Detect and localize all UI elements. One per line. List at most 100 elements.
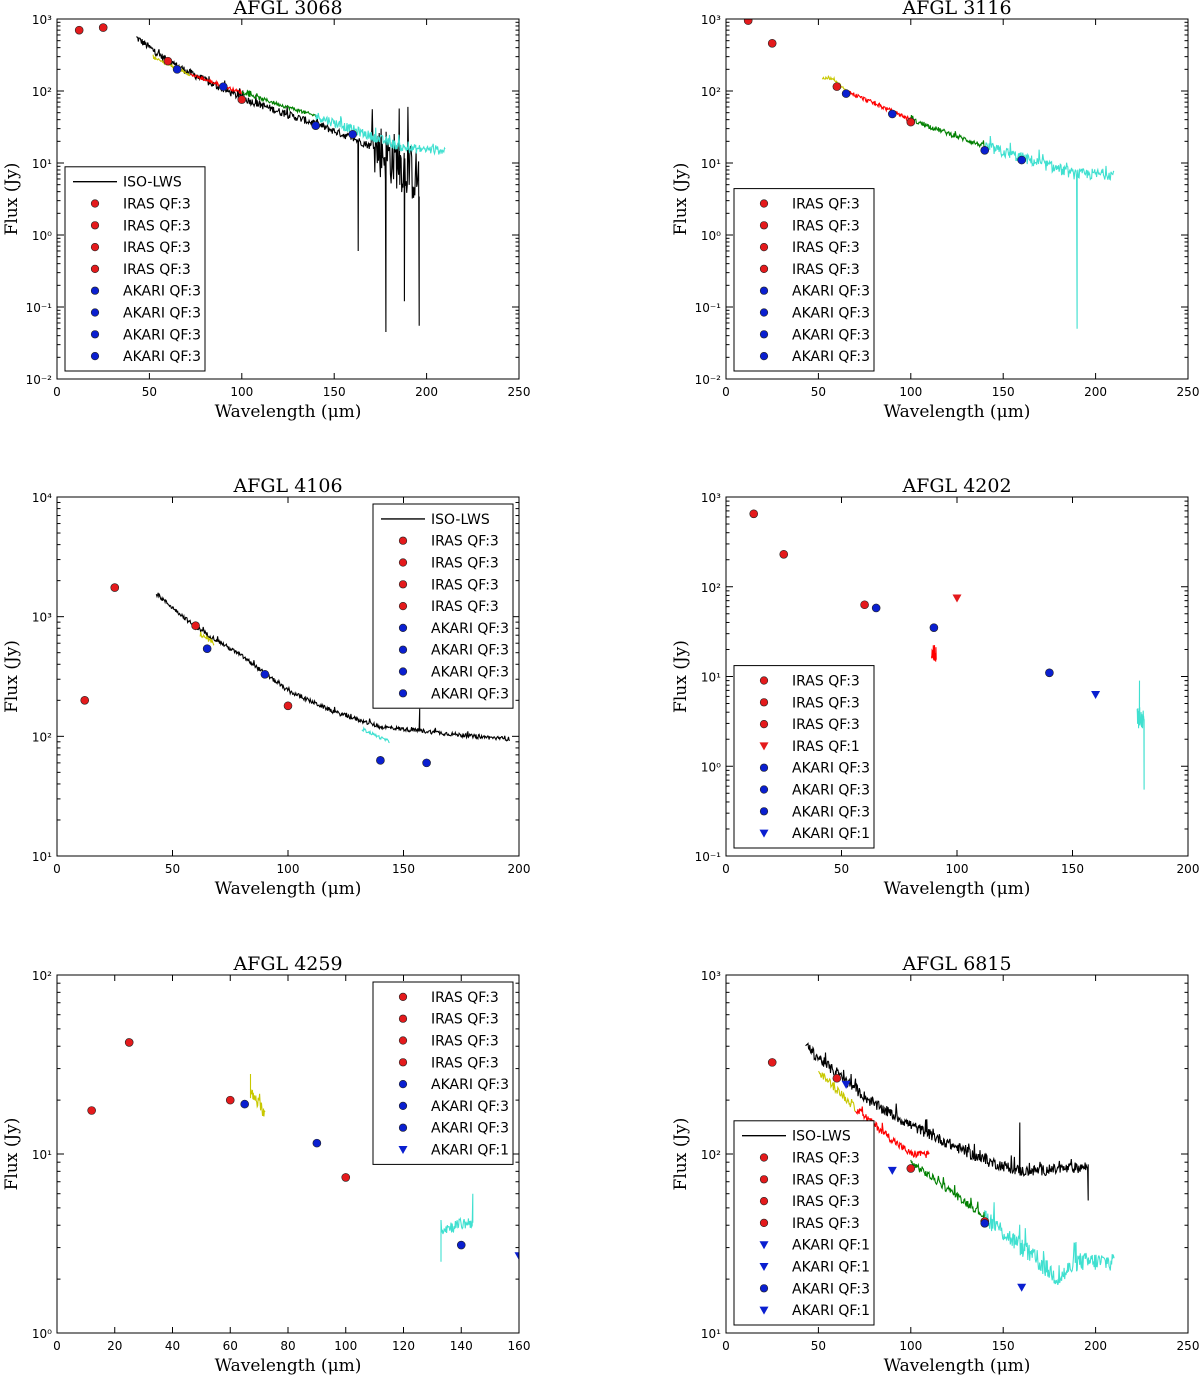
legend-label: AKARI QF:1 <box>792 1260 870 1276</box>
y-tick-label: 10³ <box>32 13 52 27</box>
legend-label: IRAS QF:3 <box>792 262 860 278</box>
x-tick-label: 0 <box>53 385 61 399</box>
photometry-point <box>219 82 228 91</box>
legend-box <box>64 166 206 372</box>
y-tick-label: 10¹ <box>32 850 52 864</box>
x-tick-label: 0 <box>722 862 730 876</box>
y-axis-label: Flux (Jy) <box>2 1118 22 1191</box>
photometry-point <box>779 549 789 559</box>
x-tick-label: 100 <box>334 1339 357 1353</box>
plot-area <box>767 1042 1115 1292</box>
spectrum-line <box>805 1042 1089 1201</box>
legend-swatch <box>398 536 408 545</box>
legend-swatch <box>759 698 769 707</box>
legend-swatch <box>90 330 100 339</box>
spectrum-line <box>315 112 446 156</box>
y-tick-label: 10⁰ <box>32 1327 52 1341</box>
spectrum-line <box>845 89 912 123</box>
legend-label: AKARI QF:1 <box>792 826 870 842</box>
x-tick-label: 250 <box>508 385 531 399</box>
photometry-point <box>1017 1283 1027 1292</box>
legend-label: AKARI QF:3 <box>792 804 870 820</box>
x-tick-label: 50 <box>834 862 849 876</box>
legend-label: AKARI QF:3 <box>431 1121 509 1137</box>
y-tick-label: 10² <box>701 1148 721 1162</box>
x-axis-label: Wavelength (μm) <box>884 879 1031 899</box>
photometry-point <box>871 603 881 613</box>
legend-swatch <box>759 1263 769 1271</box>
x-tick-label: 120 <box>392 1339 415 1353</box>
legend-label: IRAS QF:3 <box>123 262 191 278</box>
legend-swatch <box>398 580 408 589</box>
x-tick-label: 200 <box>1084 1339 1107 1353</box>
y-tick-label: 10⁰ <box>701 760 721 774</box>
legend-label: IRAS QF:3 <box>792 1151 860 1167</box>
spectrum-line <box>440 1193 474 1262</box>
legend-label: AKARI QF:3 <box>431 1077 509 1093</box>
photometry-point <box>743 19 753 25</box>
x-tick-label: 160 <box>508 1339 531 1353</box>
legend-swatch <box>759 1175 769 1184</box>
photometry-point <box>225 1095 235 1105</box>
legend-label: IRAS QF:3 <box>431 990 499 1006</box>
y-tick-label: 10¹ <box>32 157 52 171</box>
legend-swatch <box>759 330 769 339</box>
legend-label: AKARI QF:3 <box>431 643 509 659</box>
legend-swatch <box>759 1284 769 1293</box>
x-tick-label: 50 <box>142 385 157 399</box>
legend-swatch <box>398 1014 408 1023</box>
spectrum-line <box>910 115 986 149</box>
y-tick-label: 10³ <box>701 969 721 983</box>
spectrum-line <box>241 89 317 117</box>
chart-title: AFGL 4202 <box>901 475 1011 497</box>
legend-swatch <box>759 221 769 230</box>
legend-box <box>733 188 875 372</box>
chart-panel: AFGL 4202 0 50 100 150 200 10⁻¹ 10⁰ 10¹ 10² 10³ Wav… <box>671 475 1199 899</box>
photometry-point <box>906 1164 916 1173</box>
legend-label: IRAS QF:3 <box>792 717 860 733</box>
legend-swatch <box>398 667 408 676</box>
chart-panel: AFGL 4106 0 50 100 150 200 10¹ 10² 10³ 10⁴ Wavelen… <box>2 475 530 899</box>
x-tick-label: 40 <box>165 1339 180 1353</box>
y-tick-label: 10⁰ <box>32 229 52 243</box>
photometry-point <box>191 621 200 631</box>
spectrum-line <box>910 1159 986 1219</box>
legend-label: AKARI QF:3 <box>431 665 509 681</box>
chart-title: AFGL 3068 <box>232 0 342 19</box>
legend-label: IRAS QF:3 <box>792 1194 860 1210</box>
y-tick-label: 10² <box>32 969 52 983</box>
photometry-point <box>841 89 851 98</box>
x-tick-label: 100 <box>899 385 922 399</box>
legend-swatch <box>90 264 100 274</box>
legend-swatch <box>398 645 408 654</box>
spectrum-line <box>361 726 390 744</box>
photometry-point <box>87 1106 96 1115</box>
legend-label: IRAS QF:1 <box>792 739 860 755</box>
chart-title: AFGL 6815 <box>901 953 1011 975</box>
legend-swatch <box>759 807 769 816</box>
legend-swatch <box>759 1218 769 1227</box>
x-axis-label: Wavelength (μm) <box>884 402 1031 422</box>
legend-label: IRAS QF:3 <box>792 218 860 234</box>
x-tick-label: 200 <box>1177 862 1200 876</box>
x-axis-label: Wavelength (μm) <box>215 1356 362 1376</box>
photometry-point <box>163 56 173 66</box>
photometry-point <box>980 146 990 155</box>
legend-label: IRAS QF:3 <box>792 695 860 711</box>
chart-title: AFGL 4259 <box>232 953 342 975</box>
photometry-point <box>237 95 247 104</box>
plot-area <box>87 1038 519 1262</box>
photometry-point <box>1017 155 1026 165</box>
spectrum-line <box>152 54 191 77</box>
x-tick-label: 150 <box>1061 862 1084 876</box>
legend-swatch <box>398 601 408 611</box>
y-axis-label: Flux (Jy) <box>671 1118 691 1191</box>
y-tick-label: 10⁻² <box>26 373 53 387</box>
x-tick-label: 150 <box>323 385 346 399</box>
y-tick-label: 10⁻¹ <box>695 301 722 315</box>
photometry-point <box>1045 668 1054 678</box>
legend-label: IRAS QF:3 <box>123 218 191 234</box>
legend-label: AKARI QF:3 <box>792 284 870 300</box>
legend-swatch <box>759 352 769 361</box>
legend-swatch <box>90 221 100 230</box>
